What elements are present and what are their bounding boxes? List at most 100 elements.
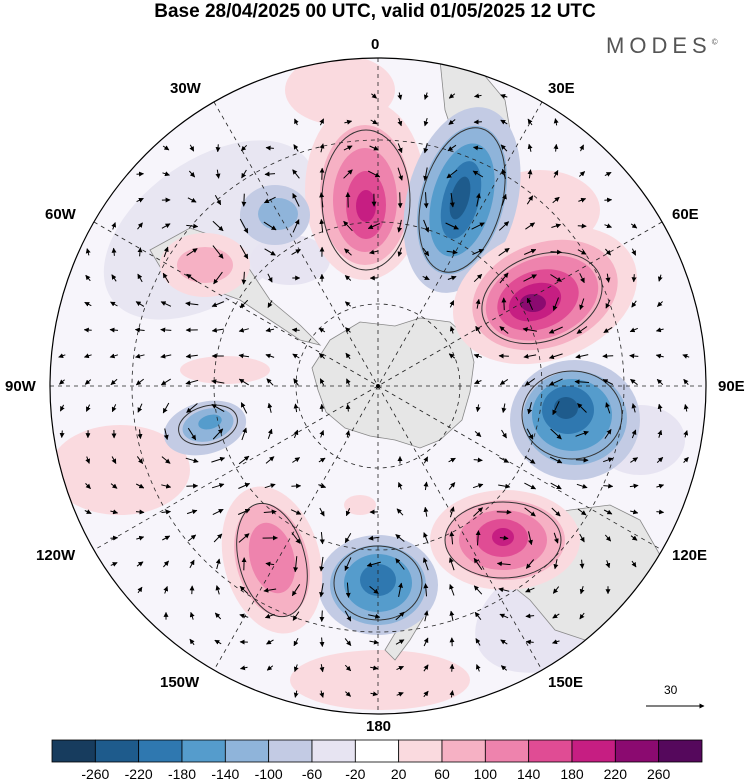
wind-vector: [579, 586, 585, 595]
label-60e: 60E: [672, 206, 699, 223]
wind-vector: [215, 144, 221, 153]
wind-vector: [291, 327, 300, 333]
wind-vector: [498, 483, 511, 489]
wind-vector: [449, 531, 455, 545]
wind-vector: [423, 192, 429, 209]
wind-vector: [267, 402, 273, 413]
wind-vector: [630, 378, 638, 386]
wind-vector: [137, 222, 143, 230]
wind-vector: [343, 145, 353, 151]
wind-vector: [319, 143, 325, 153]
wind-vector: [527, 118, 533, 126]
wind-vector: [499, 326, 509, 334]
wind-vector: [448, 119, 456, 125]
wind-vector: [370, 691, 378, 697]
wind-vector: [344, 664, 352, 672]
wind-vector: [212, 508, 224, 516]
wind-vector: [109, 353, 119, 359]
wind-vector: [446, 249, 458, 255]
wind-vector: [551, 223, 562, 229]
wind-vector: [318, 483, 327, 489]
wind-vector: [553, 170, 559, 178]
wind-vector: [83, 327, 92, 333]
colorbar-cell: [571, 739, 616, 763]
wind-vector: [630, 509, 639, 515]
wind-vector: [162, 145, 170, 151]
wind-vector: [163, 428, 169, 440]
wind-vector: [499, 272, 509, 284]
colorbar-tick-label: -260: [81, 766, 109, 782]
wind-vector: [552, 196, 560, 204]
wind-vector: [319, 664, 325, 673]
colorbar-cell: [398, 739, 443, 763]
label-120e: 120E: [672, 547, 708, 564]
colorbar-tick-label: -220: [125, 766, 153, 782]
colorbar-tick-label: 100: [474, 766, 498, 782]
colorbar-tick-label: -100: [255, 766, 283, 782]
wind-vector: [344, 119, 353, 125]
wind-vector: [211, 456, 226, 463]
wind-vector: [370, 665, 379, 671]
wind-vector: [683, 430, 689, 438]
wind-vector: [552, 297, 559, 311]
wind-vector: [655, 327, 664, 333]
wind-vector: [84, 301, 92, 307]
label-30e: 30E: [548, 80, 575, 97]
wind-vector: [85, 483, 91, 489]
wind-vector: [345, 691, 351, 697]
wind-vector: [160, 301, 172, 307]
wind-vector: [631, 248, 637, 256]
wind-vector: [239, 218, 249, 234]
wind-vector: [213, 533, 223, 543]
wind-vector: [552, 639, 560, 645]
wind-vector: [240, 402, 248, 414]
wind-vector: [293, 637, 299, 647]
wind-vector: [446, 169, 458, 179]
wind-vector: [267, 428, 273, 439]
wind-vector: [473, 507, 483, 517]
wind-vector: [473, 457, 483, 463]
wind-vector: [576, 326, 588, 334]
wind-vector: [163, 586, 169, 594]
wind-vector: [58, 353, 66, 359]
wind-vector: [266, 378, 274, 386]
wind-vector: [211, 379, 225, 385]
wind-vector: [343, 169, 353, 179]
wind-vector: [471, 222, 485, 230]
wind-vector: [579, 612, 585, 620]
wind-vector: [473, 585, 483, 595]
wind-vector: [449, 690, 455, 698]
wind-vector: [395, 611, 405, 621]
wind-vector: [212, 220, 224, 232]
wind-vector: [135, 509, 145, 515]
wind-vector: [526, 297, 534, 311]
wind-vector: [239, 245, 249, 260]
colorbar-cell: [138, 739, 183, 763]
wind-vector: [161, 509, 171, 515]
wind-vector: [500, 665, 508, 671]
wind-vector: [137, 403, 143, 413]
wind-vector: [345, 352, 351, 360]
wind-vector: [319, 610, 325, 622]
wind-vector: [548, 378, 563, 386]
label-120w: 120W: [36, 547, 76, 564]
wind-vector: [499, 378, 509, 386]
wind-vector: [629, 327, 639, 333]
wind-vector: [475, 530, 481, 546]
wind-vector: [369, 586, 379, 594]
wind-vector: [526, 195, 534, 205]
wind-vector: [396, 665, 404, 671]
wind-vector: [162, 402, 170, 414]
wind-vector: [395, 639, 405, 645]
wind-vector: [241, 193, 247, 207]
wind-vector: [135, 483, 145, 489]
wind-vector: [239, 613, 249, 619]
wind-vector: [630, 457, 639, 463]
colorbar-cell: [224, 739, 270, 763]
wind-vector: [293, 664, 299, 672]
wind-vector: [160, 327, 172, 333]
wind-vector: [319, 430, 325, 438]
wind-vector: [630, 535, 638, 541]
wind-vector: [631, 300, 637, 308]
